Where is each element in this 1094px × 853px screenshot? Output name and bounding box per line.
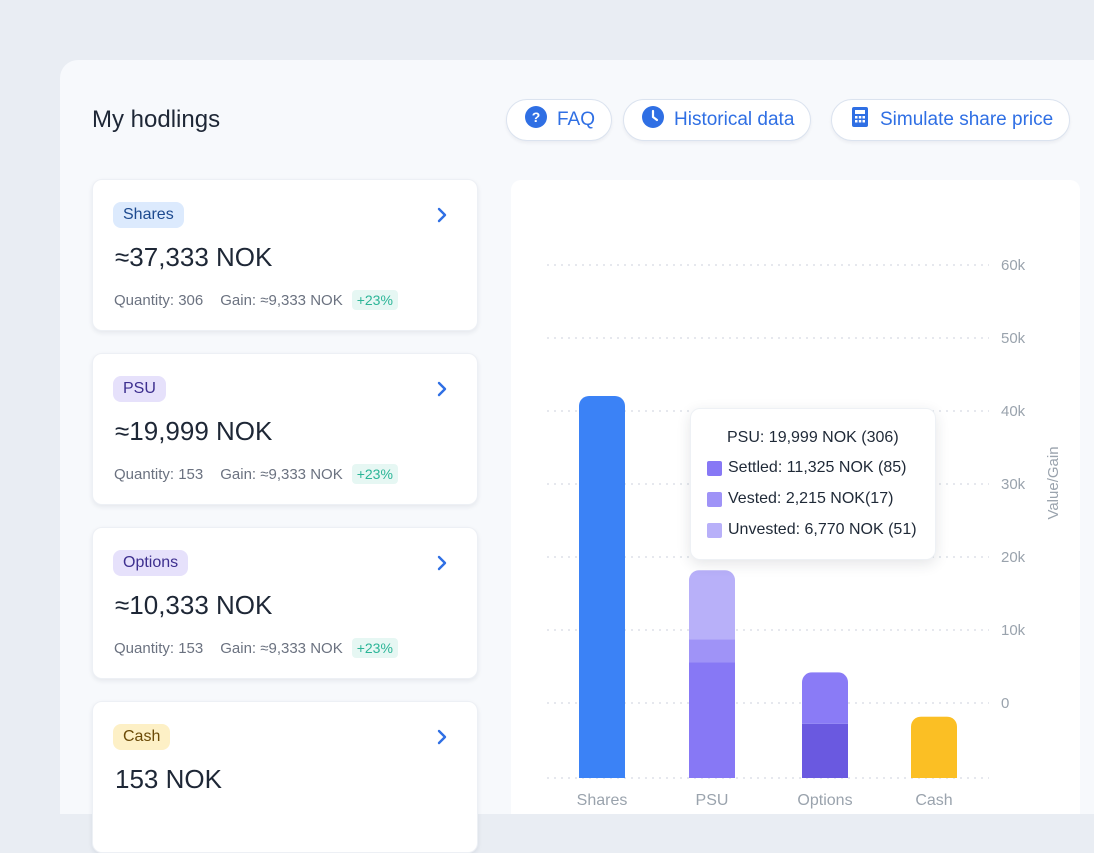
quantity-text: Quantity: 306 — [114, 291, 204, 309]
swatch-unvested — [707, 522, 722, 538]
y-tick-label: 10k — [1001, 622, 1026, 639]
tooltip-row-label: Settled: 11,325 NOK (85) — [728, 459, 907, 476]
historical-data-button[interactable]: Historical data — [623, 99, 812, 141]
bar-segment-psu-vested — [689, 639, 735, 663]
tooltip-row-settled: Settled: 11,325 NOK (85) — [707, 459, 906, 477]
x-tick-label: Cash — [915, 792, 952, 809]
simulate-share-price-button-label: Simulate share price — [880, 109, 1054, 130]
calculator-icon — [850, 106, 870, 134]
x-tick-label: Shares — [577, 792, 628, 809]
clock-icon — [642, 106, 664, 134]
tag-psu: PSU — [113, 376, 166, 402]
holding-value: ≈37,333 NOK — [115, 242, 273, 272]
gain-text: Gain: ≈9,333 NOK — [220, 639, 343, 657]
gain-percent-badge: +23% — [351, 290, 398, 310]
chart-svg: 60k 50k 40k 30k 20k 10k 0 Value/Gain Shares PSU Op… — [547, 257, 1062, 809]
gain-text: Gain: ≈9,333 NOK — [220, 465, 343, 483]
holding-card-psu[interactable]: PSU ≈19,999 NOK Quantity: 153 Gain: ≈9,3… — [92, 353, 478, 505]
svg-text:?: ? — [532, 109, 541, 125]
y-tick-label: 0 — [1001, 695, 1009, 712]
chevron-right-icon[interactable] — [437, 381, 447, 402]
tag-shares: Shares — [113, 202, 184, 228]
bar-segment-options-settled — [802, 723, 848, 778]
chart-tooltip: PSU: 19,999 NOK (306) Settled: 11,325 NO… — [690, 408, 936, 560]
holding-card-shares[interactable]: Shares ≈37,333 NOK Quantity: 306 Gain: ≈… — [92, 179, 478, 331]
y-tick-label: 40k — [1001, 403, 1026, 420]
holding-value: ≈19,999 NOK — [115, 416, 273, 446]
swatch-settled — [707, 460, 722, 476]
bar-segment-options-vested — [802, 672, 848, 724]
holding-meta: Quantity: 153 Gain: ≈9,333 NOK +23% — [114, 638, 398, 658]
holding-card-options[interactable]: Options ≈10,333 NOK Quantity: 153 Gain: … — [92, 527, 478, 679]
simulate-share-price-button[interactable]: Simulate share price — [831, 99, 1071, 141]
y-tick-label: 50k — [1001, 330, 1026, 347]
chevron-right-icon[interactable] — [437, 729, 447, 750]
holding-value: 153 NOK — [115, 764, 222, 794]
swatch-vested — [707, 491, 722, 507]
gain-percent-badge: +23% — [351, 464, 398, 484]
bar-segment-shares-shares — [579, 396, 625, 778]
gain-percent-badge: +23% — [351, 638, 398, 658]
historical-data-button-label: Historical data — [674, 109, 795, 130]
tooltip-row-label: Unvested: 6,770 NOK (51) — [728, 521, 917, 538]
bar-segment-psu-unvested — [689, 570, 735, 640]
chevron-right-icon[interactable] — [437, 207, 447, 228]
question-circle-icon: ? — [525, 106, 547, 134]
y-tick-label: 60k — [1001, 257, 1026, 274]
holding-meta: Quantity: 306 Gain: ≈9,333 NOK +23% — [114, 290, 398, 310]
tag-options: Options — [113, 550, 189, 576]
quantity-text: Quantity: 153 — [114, 639, 204, 657]
page-title: My hodlings — [92, 106, 221, 133]
faq-button[interactable]: ? FAQ — [506, 99, 613, 141]
tooltip-row-unvested: Unvested: 6,770 NOK (51) — [707, 521, 917, 539]
tooltip-row-vested: Vested: 2,215 NOK(17) — [707, 490, 893, 508]
bar-segment-cash-cash — [911, 716, 957, 778]
y-tick-label: 20k — [1001, 549, 1026, 566]
tag-cash: Cash — [113, 724, 171, 750]
holding-card-cash[interactable]: Cash 153 NOK — [92, 701, 478, 853]
y-tick-label: 30k — [1001, 476, 1026, 493]
holding-meta: Quantity: 153 Gain: ≈9,333 NOK +23% — [114, 464, 398, 484]
x-tick-label: PSU — [696, 792, 729, 809]
holding-value: ≈10,333 NOK — [115, 590, 273, 620]
quantity-text: Quantity: 153 — [114, 465, 204, 483]
y-axis-label: Value/Gain — [1045, 446, 1062, 519]
bar-segment-psu-settled — [689, 662, 735, 778]
x-tick-label: Options — [797, 792, 852, 809]
tooltip-row-label: Vested: 2,215 NOK(17) — [728, 490, 894, 507]
gain-text: Gain: ≈9,333 NOK — [220, 291, 343, 309]
chevron-right-icon[interactable] — [437, 555, 447, 576]
faq-button-label: FAQ — [557, 109, 596, 130]
tooltip-title: PSU: 19,999 NOK (306) — [727, 429, 899, 446]
